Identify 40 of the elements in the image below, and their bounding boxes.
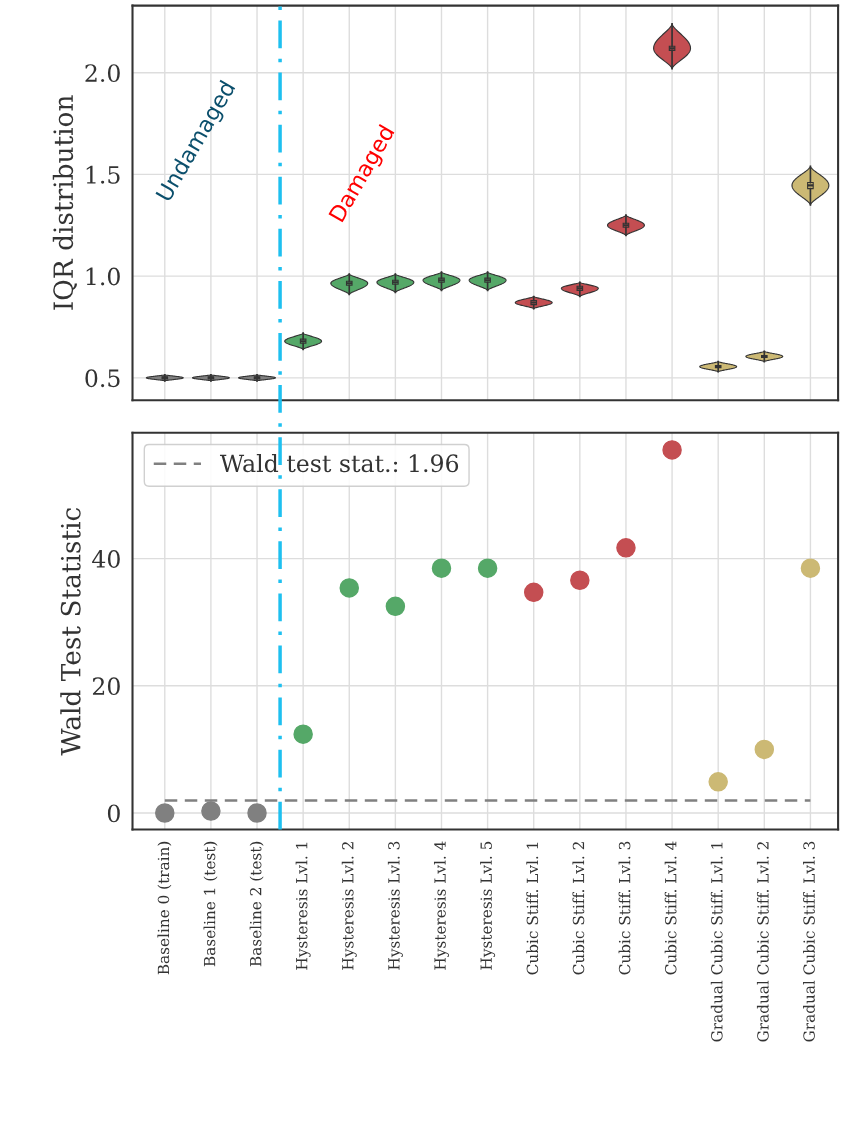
x-tick-label: Baseline 1 (test)	[203, 841, 218, 967]
x-tick-label: Hysteresis Lvl. 2	[341, 842, 357, 970]
y-axis-title: IQR distribution	[52, 95, 78, 310]
y-tick-label: 40	[92, 550, 120, 568]
x-tick-label: Cubic Stiff. Lvl. 3	[618, 841, 631, 975]
point	[570, 570, 590, 590]
x-tick-label: Hysteresis Lvl. 1	[295, 842, 311, 970]
point	[708, 772, 728, 792]
point	[385, 596, 406, 617]
x-tick-label: Gradual Cubic Stiff. Lvl. 1	[710, 842, 723, 1042]
point	[800, 558, 821, 578]
point	[477, 558, 498, 578]
y-tick-label: 20	[92, 677, 120, 696]
x-tick-label: Gradual Cubic Stiff. Lvl. 3	[803, 841, 815, 1042]
y-tick-label: 1.5	[86, 165, 120, 184]
point	[616, 538, 636, 558]
x-tick-label: Cubic Stiff. Lvl. 1	[526, 842, 539, 975]
y-tick-label: 2.0	[85, 64, 120, 83]
point	[523, 582, 544, 603]
point	[754, 739, 775, 760]
point	[155, 803, 175, 823]
point	[662, 440, 682, 460]
y-axis-title: Wald Test Statistic	[60, 507, 81, 756]
x-tick-label: Hysteresis Lvl. 5	[480, 841, 496, 970]
y-tick-label: 1.0	[86, 267, 120, 286]
x-tick-label: Cubic Stiff. Lvl. 4	[664, 841, 677, 975]
x-tick-label: Baseline 2 (test)	[249, 841, 264, 967]
point	[339, 578, 360, 598]
point	[247, 803, 267, 823]
x-tick-label: Cubic Stiff. Lvl. 2	[572, 842, 585, 975]
y-tick-label: 0	[107, 804, 120, 823]
y-tick-label: 0.5	[85, 369, 120, 388]
x-tick-label: Baseline 0 (train)	[157, 841, 172, 975]
point	[431, 558, 452, 578]
legend-label: Wald test stat.: 1.96	[219, 453, 459, 473]
x-tick-label: Gradual Cubic Stiff. Lvl. 2	[756, 842, 769, 1042]
x-tick-label: Hysteresis Lvl. 3	[387, 841, 403, 970]
point	[293, 724, 313, 744]
point	[201, 801, 221, 821]
x-tick-label: Hysteresis Lvl. 4	[433, 841, 449, 970]
